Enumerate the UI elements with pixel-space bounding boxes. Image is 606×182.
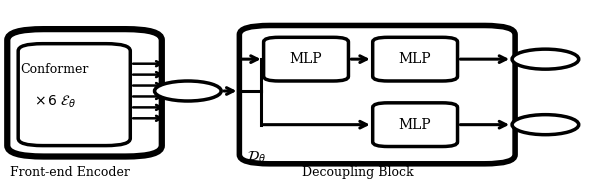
FancyBboxPatch shape xyxy=(373,103,458,147)
Text: $\mathbf{x}^d$: $\mathbf{x}^d$ xyxy=(536,115,555,134)
Circle shape xyxy=(155,81,221,101)
FancyBboxPatch shape xyxy=(239,25,515,164)
Text: Decoupling Block: Decoupling Block xyxy=(302,166,413,179)
Text: $\mathbf{x}$: $\mathbf{x}$ xyxy=(182,82,194,100)
Text: $\mathcal{D}_\theta$: $\mathcal{D}_\theta$ xyxy=(247,150,266,165)
Text: Conformer: Conformer xyxy=(21,63,88,76)
Text: $\times\,6\;\mathcal{E}_\theta$: $\times\,6\;\mathcal{E}_\theta$ xyxy=(33,94,76,110)
Text: MLP: MLP xyxy=(399,52,431,66)
Circle shape xyxy=(512,49,579,69)
Text: MLP: MLP xyxy=(399,118,431,132)
FancyBboxPatch shape xyxy=(264,37,348,81)
FancyBboxPatch shape xyxy=(7,29,162,157)
Text: $\mathbf{x}^S$: $\mathbf{x}^S$ xyxy=(536,50,554,68)
Text: MLP: MLP xyxy=(290,52,322,66)
FancyBboxPatch shape xyxy=(373,37,458,81)
Text: Front-end Encoder: Front-end Encoder xyxy=(10,166,130,179)
Circle shape xyxy=(512,115,579,135)
FancyBboxPatch shape xyxy=(18,44,130,146)
